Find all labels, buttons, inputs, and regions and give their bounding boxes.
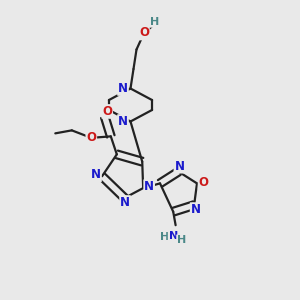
- Text: N: N: [190, 203, 201, 216]
- Text: N: N: [118, 115, 128, 128]
- Text: O: O: [139, 26, 149, 40]
- Text: N: N: [174, 160, 184, 173]
- Text: O: O: [86, 131, 96, 144]
- Text: N: N: [120, 196, 130, 209]
- Text: H: H: [160, 232, 170, 242]
- Text: O: O: [102, 105, 112, 118]
- Text: N: N: [169, 231, 178, 241]
- Text: H: H: [150, 17, 159, 27]
- Text: N: N: [91, 168, 101, 181]
- Text: N: N: [144, 180, 154, 193]
- Text: H: H: [177, 235, 186, 245]
- Text: O: O: [199, 176, 208, 189]
- Text: N: N: [118, 82, 128, 95]
